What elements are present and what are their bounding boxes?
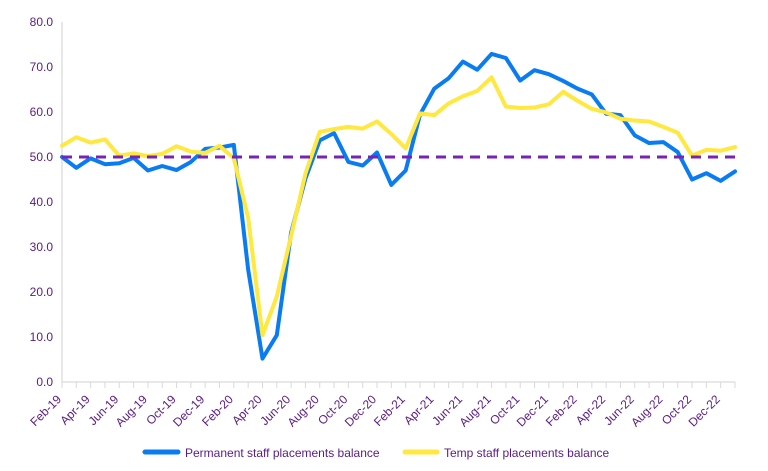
series-layer [60,51,737,361]
x-tick-label: Apr-20 [229,392,265,428]
legend-label-permanent: Permanent staff placements balance [185,446,380,460]
x-tick-label: Apr-21 [401,392,437,428]
axis-layer [61,22,736,388]
y-tick-label: 20.0 [30,285,54,299]
series-line-temp [60,75,737,338]
x-tick-label: Apr-22 [573,392,609,428]
x-tick-label: Apr-19 [57,392,93,428]
x-tick-label: Feb-20 [199,392,236,429]
series-line-permanent [60,51,737,361]
y-tick-label: 40.0 [30,195,54,209]
x-tick-label: Aug-22 [628,392,665,429]
x-tick-label: Feb-19 [27,392,64,429]
x-tick-label: Aug-20 [285,392,322,429]
legend-label-temp: Temp staff placements balance [444,446,610,460]
y-tick-label: 80.0 [30,15,54,29]
tick-label-layer: 0.0 10.0 20.0 30.0 40.0 50.0 60.0 70.0 80.0 Feb-1… [27,15,723,429]
x-tick-label: Feb-21 [371,392,408,429]
legend: Permanent staff placements balance Temp … [142,446,610,460]
x-tick-label: Dec-22 [686,392,723,429]
x-tick-label: Dec-19 [170,392,207,429]
y-tick-label: 30.0 [30,240,54,254]
x-tick-label: Dec-20 [342,392,379,429]
y-tick-label: 50.0 [30,150,54,164]
x-tick-label: Feb-22 [543,392,580,429]
y-tick-label: 10.0 [30,330,54,344]
x-tick-label: Aug-21 [456,392,493,429]
y-tick-label: 60.0 [30,105,54,119]
y-tick-label: 0.0 [36,375,53,389]
x-tick-label: Dec-21 [514,392,551,429]
y-tick-label: 70.0 [30,60,54,74]
x-tick-label: Aug-19 [113,392,150,429]
